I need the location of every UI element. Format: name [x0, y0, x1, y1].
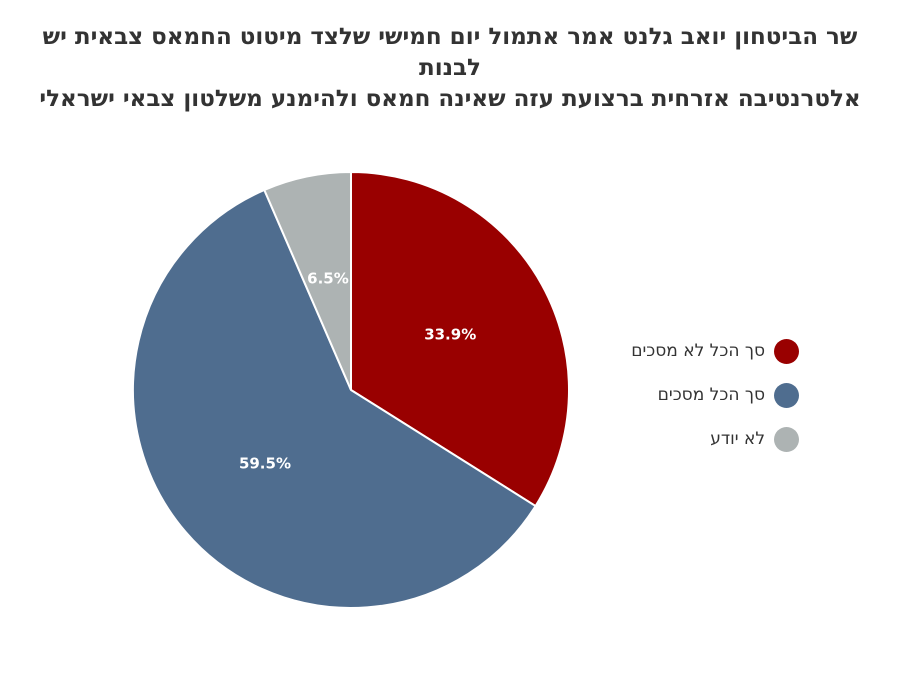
pie-slice-disagree[interactable]: [350, 170, 570, 508]
chart-title-line-2: אלטרנטיבה אזרחית ברצועת עזה שאינה חמאס ו…: [39, 86, 861, 112]
legend-swatch-agree: [774, 382, 799, 408]
legend-label-disagree: סך הכל לא מסכים: [631, 341, 765, 361]
legend-item-dont-know[interactable]: לא יודע: [631, 417, 799, 461]
pie-slice-label-disagree: 33.9%: [424, 326, 476, 344]
pie-slice-label-agree: 59.5%: [239, 454, 291, 472]
legend: סך הכל לא מסכים סך הכל מסכים לא יודע: [631, 329, 799, 461]
legend-item-disagree[interactable]: סך הכל לא מסכים: [631, 329, 799, 373]
chart-title-line-1: שר הביטחון יואב גלנט אמר אתמול יום חמישי…: [42, 24, 858, 81]
chart-title: שר הביטחון יואב גלנט אמר אתמול יום חמישי…: [30, 22, 870, 115]
pie-slice-label-dont-know: 6.5%: [307, 270, 349, 288]
legend-label-agree: סך הכל מסכים: [657, 385, 765, 405]
pie-slice-agree[interactable]: [132, 188, 537, 609]
pie-labels: 33.9% 59.5% 6.5%: [239, 270, 476, 473]
legend-label-dont-know: לא יודע: [710, 429, 765, 449]
legend-swatch-dont-know: [774, 426, 799, 452]
pie-slices: [132, 170, 570, 609]
legend-swatch-disagree: [774, 338, 799, 364]
pie-slice-dont-know[interactable]: [263, 170, 352, 391]
legend-item-agree[interactable]: סך הכל מסכים: [631, 373, 799, 417]
